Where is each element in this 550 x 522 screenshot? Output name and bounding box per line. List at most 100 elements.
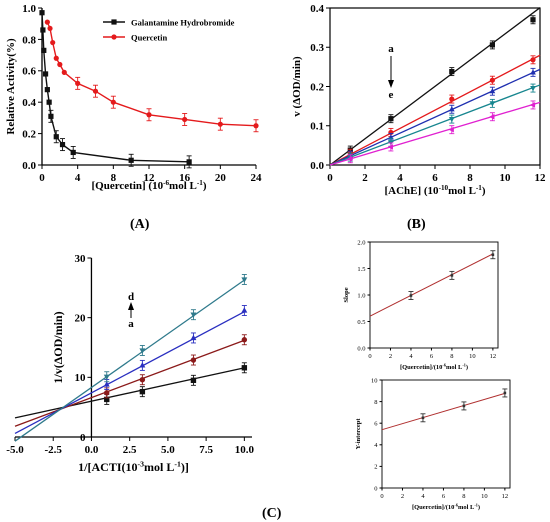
y-tick-label: 0.5 — [357, 319, 365, 326]
axis-label-part: [AChE] (10 — [384, 185, 439, 197]
data-point — [39, 10, 45, 16]
plot-frame — [369, 241, 499, 349]
x-tick-label: 4 — [409, 353, 413, 360]
axis-label-part: mol L — [144, 460, 174, 474]
data-point — [40, 27, 46, 33]
x-tick-label: 6 — [432, 172, 438, 184]
y-tick-label: 4 — [374, 442, 378, 449]
y-tick-label: 2.0 — [357, 239, 365, 246]
data-point — [128, 157, 134, 163]
data-point — [139, 362, 146, 368]
data-point — [241, 307, 248, 313]
axis-label-part: mol L — [169, 180, 197, 192]
axis-label-superscript: -6 — [163, 179, 169, 187]
axis-label-superscript: -3 — [138, 459, 145, 468]
y-tick-label: 1.0 — [22, 3, 36, 15]
data-point — [57, 61, 63, 68]
x-tick-label: 6 — [430, 353, 434, 360]
axis-label-part: 1/[ACTI(10 — [78, 460, 137, 474]
x-tick-label: 8 — [467, 172, 473, 184]
axis-label-part: ) — [482, 185, 486, 197]
data-point — [47, 25, 53, 32]
fit-line — [329, 68, 541, 166]
data-point — [347, 155, 353, 162]
data-point — [104, 396, 110, 403]
fit-line — [381, 392, 506, 431]
data-point — [253, 123, 259, 129]
x-tick-label: 10.0 — [235, 444, 255, 456]
axis-label-part: mol L — [458, 504, 475, 511]
data-point — [190, 377, 197, 384]
annotation-e: e — [389, 89, 394, 101]
x-tick-label: 2 — [362, 172, 368, 184]
data-point — [448, 126, 454, 133]
data-point — [421, 416, 425, 420]
annotation-a: a — [388, 43, 394, 55]
panel-b-chart: 0 2 4 6 8 10 12 0.0 0.1 0.2 0.3 0.4 [AChE] (10-10mol… — [291, 3, 546, 197]
axis-label-superscript: -6 — [454, 503, 458, 508]
x-tick-label: 4 — [75, 172, 81, 184]
x-tick-label: 24 — [251, 172, 263, 184]
y-tick-label: 0.1 — [310, 121, 324, 133]
y-tick-label: 0.3 — [310, 42, 324, 54]
fit-line — [329, 101, 541, 166]
data-point — [104, 390, 110, 396]
x-tick-label: 8 — [450, 353, 453, 360]
fit-line — [369, 253, 494, 317]
data-point — [53, 55, 59, 61]
x-tick-label: 10 — [500, 172, 512, 184]
axis-label-part: mol L — [448, 185, 476, 197]
data-point — [503, 391, 507, 395]
data-point — [217, 121, 223, 127]
x-tick-label: 4 — [421, 493, 425, 500]
data-point — [111, 34, 117, 40]
fit-line — [329, 84, 541, 166]
panel-a-chart: 0 4 8 12 16 20 24 0.0 0.2 0.4 0.6 0.8 1.0 [Quercetin]… — [5, 3, 262, 192]
panel-label-c: (C) — [262, 506, 282, 521]
x-tick-label: 7.5 — [199, 444, 213, 456]
x-axis-label: [Quercetin]/(10-6mol L-1) — [412, 503, 480, 511]
series-line — [41, 12, 190, 163]
data-point — [53, 134, 59, 140]
axis-label-superscript: -1 — [174, 459, 181, 468]
y-axis-label: Relative Activity(%) — [5, 38, 17, 135]
data-point — [44, 19, 50, 25]
y-axis-label: v (ΔOD/min) — [291, 56, 303, 117]
data-point — [146, 112, 152, 118]
y-tick-label: 8 — [374, 399, 377, 406]
axis-label-part: [Quercetin] (10 — [92, 180, 164, 192]
x-axis-label: [Quercetin] (10-6mol L-1) — [92, 179, 207, 192]
data-point — [61, 69, 67, 75]
fit-line — [14, 310, 247, 434]
data-point — [41, 47, 47, 53]
data-point — [241, 277, 248, 283]
axis-label-part: ) — [478, 504, 480, 511]
data-point — [450, 274, 454, 277]
annotation-arrowhead — [388, 80, 394, 88]
y-tick-label: 6 — [374, 420, 378, 427]
x-axis-label: [AChE] (10-10mol L-1) — [384, 184, 485, 197]
x-axis-label: 1/[ACTI(10-3mol L-1)] — [78, 459, 189, 474]
axis-label-part: mol L — [446, 364, 463, 371]
data-point — [449, 96, 455, 102]
y-tick-label: 0.0 — [357, 345, 365, 352]
data-point — [190, 334, 197, 341]
data-point — [409, 294, 413, 297]
data-point — [70, 149, 76, 156]
x-tick-label: -2.5 — [45, 444, 63, 456]
data-point — [46, 99, 52, 105]
data-point — [59, 141, 66, 148]
y-tick-label: 0.2 — [22, 128, 36, 140]
data-point — [491, 253, 495, 257]
y-tick-label: 0.4 — [22, 97, 36, 109]
y-tick-label: 0.2 — [310, 81, 324, 93]
panel-label-b: (B) — [407, 217, 426, 232]
y-tick-label: 10 — [74, 372, 86, 384]
data-point — [449, 68, 455, 75]
data-point — [241, 365, 248, 371]
data-point — [489, 113, 495, 120]
panel-c-chart: -5.0 -2.5 0.0 2.5 5.0 7.5 10.0 0 10 20 30 1/[ACTI(1… — [6, 253, 254, 474]
data-point — [529, 102, 536, 108]
